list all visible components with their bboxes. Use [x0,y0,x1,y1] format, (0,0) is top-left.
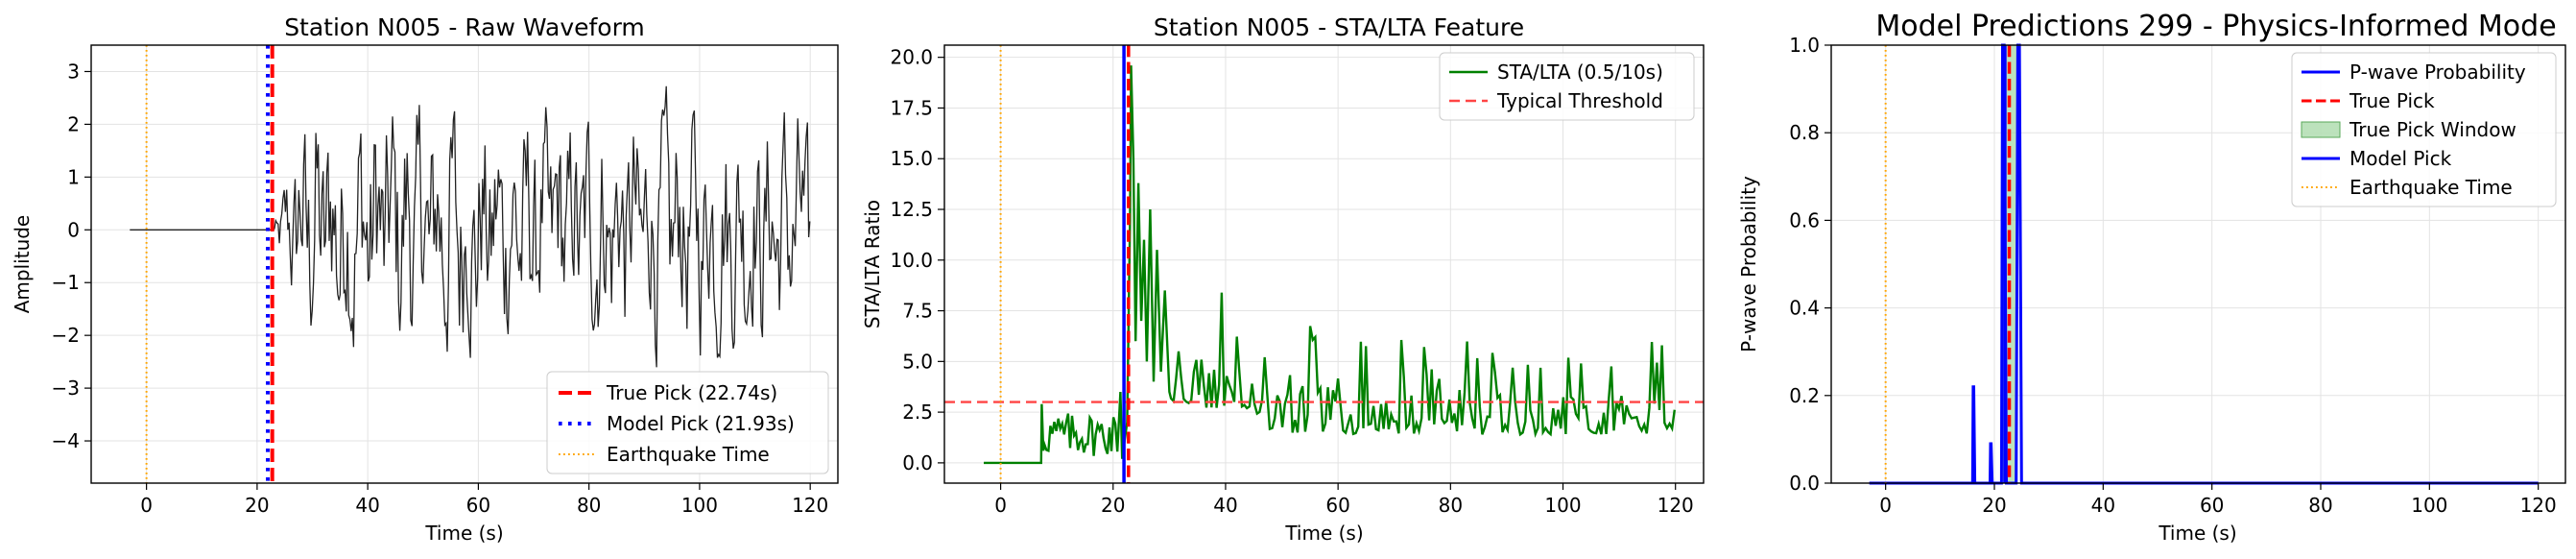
y-tick-label: 3 [67,60,80,83]
legend-box [2291,52,2557,207]
y-tick-label: 1 [67,165,80,188]
legend-label: Earthquake Time [2349,176,2513,199]
y-tick-label: 5.0 [902,350,933,373]
legend-label: Model Pick (21.93s) [607,412,795,435]
y-tick-label: 0.8 [1789,121,1820,144]
y-tick-label: −2 [52,324,80,347]
legend-swatch [2301,121,2341,138]
y-tick-label: 0.4 [1789,297,1820,320]
plot-frame [943,44,1705,484]
panel-raw-waveform: Station N005 - Raw Waveform 0 20 40 60 80 100… [11,13,839,545]
x-tick-label: 0 [140,494,153,517]
panel-sta-lta: Station N005 - STA/LTA Feature 0 20 40 60 80… [861,13,1705,545]
legend-label: P-wave Probability [2349,61,2526,84]
legend-label: Typical Threshold [1496,89,1663,112]
x-tick-label: 40 [1213,494,1237,517]
y-axis-label: P-wave Probability [1737,176,1760,352]
y-tick-label: 17.5 [890,96,933,119]
x-tick-label: 60 [466,494,490,517]
plot-frame [90,44,839,484]
y-tick-label: 0.0 [1789,472,1820,495]
x-tick-label: 80 [2308,494,2332,517]
y-tick-label: 12.5 [890,198,933,221]
x-axis-label: Time (s) [424,522,503,545]
x-tick-label: 100 [1544,494,1581,517]
x-tick-label: 80 [577,494,601,517]
y-tick-label: 15.0 [890,147,933,170]
chart-title: Model Predictions 299 - Physics-Informed… [1875,10,2556,43]
plot-frame [1830,44,2566,484]
y-tick-label: 0 [67,218,80,241]
x-axis-label: Time (s) [1284,522,1363,545]
legend: STA/LTA (0.5/10s) Typical Threshold [1439,52,1695,121]
x-tick-label: 80 [1439,494,1463,517]
y-tick-label: −4 [52,429,80,452]
x-tick-label: 120 [1658,494,1694,517]
y-tick-label: 7.5 [902,300,933,323]
y-axis-label: STA/LTA Ratio [861,200,884,328]
x-axis-label: Time (s) [2158,522,2236,545]
chart-title: Station N005 - Raw Waveform [284,13,645,41]
legend-label: Earthquake Time [607,443,770,466]
x-tick-label: 20 [1982,494,2006,517]
waveform-line [130,85,811,368]
x-tick-label: 100 [2411,494,2447,517]
y-tick-label: −3 [52,377,80,400]
chart-title: Station N005 - STA/LTA Feature [1154,13,1524,41]
x-tick-label: 0 [1879,494,1892,517]
legend-label: True Pick (22.74s) [606,381,777,404]
y-tick-label: 0.0 [902,451,933,474]
y-tick-label: 0.6 [1789,208,1820,231]
legend: P-wave Probability True Pick True Pick Win… [2291,52,2557,207]
x-tick-label: 40 [355,494,379,517]
x-tick-label: 120 [2520,494,2557,517]
y-tick-label: 10.0 [890,249,933,272]
y-tick-label: 20.0 [890,46,933,69]
legend-label: STA/LTA (0.5/10s) [1497,61,1663,84]
x-tick-label: 60 [2200,494,2224,517]
x-tick-label: 60 [1325,494,1349,517]
legend-box [1439,52,1695,121]
x-tick-label: 20 [1101,494,1125,517]
legend: True Pick (22.74s) Model Pick (21.93s) Ear… [546,371,829,474]
y-axis-label: Amplitude [11,215,34,314]
sta-lta-line [984,65,1676,465]
legend-box [546,371,829,474]
y-tick-label: 0.2 [1789,384,1820,407]
x-tick-label: 0 [994,494,1007,517]
x-tick-label: 100 [681,494,718,517]
legend-label: Model Pick [2349,147,2452,170]
x-tick-label: 20 [245,494,269,517]
legend-label: True Pick [2349,89,2435,112]
y-tick-label: 1.0 [1789,34,1820,57]
y-tick-label: −1 [52,271,80,294]
x-tick-label: 40 [2091,494,2115,517]
legend-label: True Pick Window [2349,118,2516,141]
y-tick-label: 2 [67,112,80,135]
y-tick-label: 2.5 [902,401,933,424]
x-tick-label: 120 [792,494,828,517]
panel-model-predictions: Model Predictions 299 - Physics-Informed… [1737,10,2566,545]
